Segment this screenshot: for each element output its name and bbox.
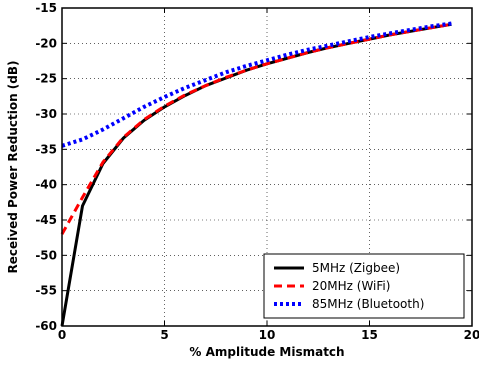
y-tick-label-neg35: -35 bbox=[35, 142, 57, 156]
y-tick-label-neg45: -45 bbox=[35, 213, 57, 227]
series-line-2 bbox=[61, 21, 452, 148]
legend: 5MHz (Zigbee) 20MHz (WiFi) 85MHz (Blueto… bbox=[263, 253, 465, 319]
legend-entry-zigbee: 5MHz (Zigbee) bbox=[274, 261, 400, 275]
x-axis-title: % Amplitude Mismatch bbox=[189, 345, 344, 359]
y-tick-label-neg15: -15 bbox=[35, 1, 57, 15]
series-line-1 bbox=[60, 22, 452, 235]
legend-box bbox=[263, 253, 465, 319]
x-tick-label-5: 5 bbox=[160, 328, 168, 342]
y-tick-label-neg50: -50 bbox=[35, 248, 57, 262]
y-tick-label-neg25: -25 bbox=[35, 72, 57, 86]
series-lines bbox=[60, 21, 452, 327]
legend-entry-wifi: 20MHz (WiFi) bbox=[274, 279, 390, 293]
legend-label-bluetooth: 85MHz (Bluetooth) bbox=[312, 297, 424, 311]
x-tick-label-10: 10 bbox=[259, 328, 276, 342]
y-tick-label-neg30: -30 bbox=[35, 107, 57, 121]
legend-label-wifi: 20MHz (WiFi) bbox=[312, 279, 390, 293]
x-tick-label-0: 0 bbox=[58, 328, 66, 342]
y-tick-label-neg40: -40 bbox=[35, 178, 57, 192]
y-tick-label-neg20: -20 bbox=[35, 36, 57, 50]
x-tick-label-15: 15 bbox=[361, 328, 378, 342]
y-axis-title: Received Power Reduction (dB) bbox=[6, 61, 20, 274]
y-tick-label-neg55: -55 bbox=[35, 284, 57, 298]
legend-label-zigbee: 5MHz (Zigbee) bbox=[312, 261, 400, 275]
x-tick-label-20: 20 bbox=[464, 328, 479, 342]
legend-entry-bluetooth: 85MHz (Bluetooth) bbox=[274, 297, 424, 311]
y-tick-label-neg60: -60 bbox=[35, 319, 57, 333]
axis-ticks: 0 5 10 15 20 -60 -55 -50 -45 -40 -35 -30 -25 -20 -15 bbox=[35, 1, 479, 342]
